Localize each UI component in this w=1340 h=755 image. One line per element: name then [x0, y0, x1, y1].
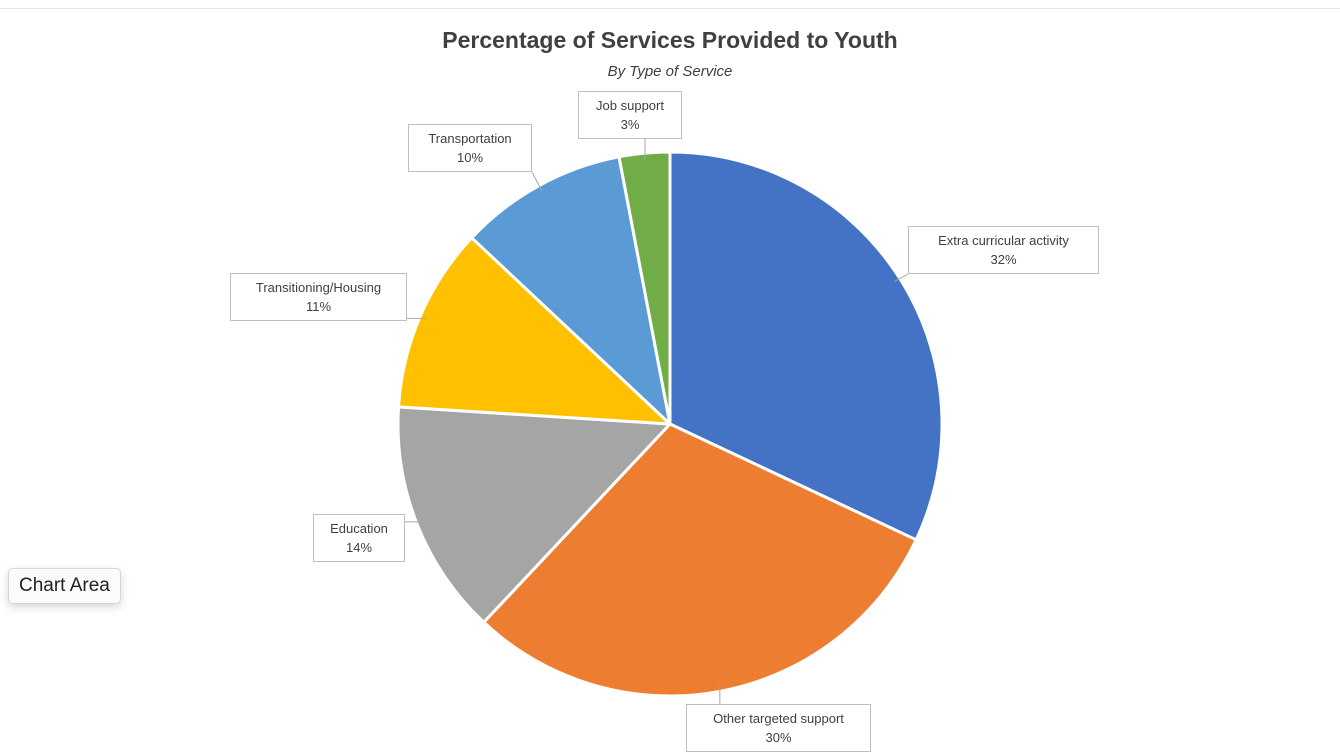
data-label-value: 30%	[765, 730, 792, 745]
data-label-name: Extra curricular activity	[938, 233, 1069, 248]
data-label-value: 3%	[620, 117, 640, 132]
leader-line-extra-curricular-activity	[894, 273, 909, 282]
data-label-job-support[interactable]: Job support 3%	[578, 91, 682, 139]
pie-slice-transitioning-housing[interactable]	[397, 236, 672, 426]
data-label-value: 32%	[990, 252, 1017, 267]
data-label-value: 11%	[305, 299, 332, 314]
pie-slice-job-support[interactable]	[617, 150, 672, 426]
data-label-education[interactable]: Education 14%	[313, 514, 405, 562]
chart-area-tooltip: Chart Area	[8, 568, 121, 604]
pie-slice-education[interactable]	[396, 405, 672, 624]
data-label-value: 14%	[345, 540, 373, 555]
data-label-name: Other targeted support	[713, 711, 844, 726]
data-label-transitioning-housing[interactable]: Transitioning/Housing 11%	[230, 273, 407, 321]
top-divider	[0, 8, 1340, 9]
data-label-extra-curricular-activity[interactable]: Extra curricular activity 32%	[908, 226, 1099, 274]
data-label-transportation[interactable]: Transportation 10%	[408, 124, 532, 172]
chart-title[interactable]: Percentage of Services Provided to Youth	[442, 27, 898, 53]
chart-subtitle[interactable]: By Type of Service	[607, 63, 733, 80]
data-label-name: Job support	[596, 98, 664, 113]
data-label-name: Education	[330, 521, 388, 536]
data-label-name: Transportation	[428, 131, 512, 146]
pie-slice-other-targeted-support[interactable]	[482, 422, 918, 698]
data-label-value: 10%	[456, 150, 484, 165]
data-label-other-targeted-support[interactable]: Other targeted support 30%	[686, 704, 871, 752]
pie-slices	[396, 150, 944, 698]
leader-line-transportation	[531, 171, 543, 192]
leader-lines	[405, 139, 909, 704]
data-label-name: Transitioning/Housing	[255, 280, 382, 295]
